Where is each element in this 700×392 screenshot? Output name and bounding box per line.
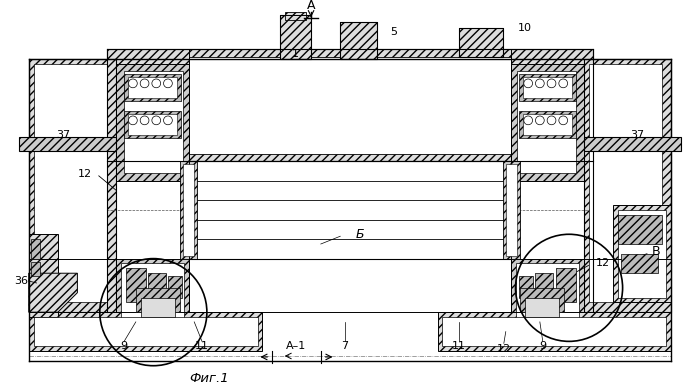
Bar bbox=[584, 137, 681, 151]
Text: 36: 36 bbox=[14, 276, 28, 286]
Text: 12: 12 bbox=[497, 344, 511, 354]
Text: A: A bbox=[307, 0, 315, 12]
Circle shape bbox=[164, 116, 172, 125]
Bar bbox=[506, 164, 517, 256]
Circle shape bbox=[152, 116, 160, 125]
Bar bbox=[510, 64, 584, 181]
Text: 5: 5 bbox=[391, 27, 398, 37]
Bar bbox=[520, 288, 564, 312]
Text: 7: 7 bbox=[342, 341, 349, 351]
Bar bbox=[124, 111, 181, 138]
Text: А–1: А–1 bbox=[286, 341, 307, 351]
Bar bbox=[19, 137, 116, 151]
Circle shape bbox=[559, 79, 568, 88]
Bar bbox=[584, 59, 671, 312]
Bar bbox=[621, 254, 658, 273]
Bar bbox=[183, 164, 194, 256]
Bar bbox=[280, 15, 311, 59]
Text: В: В bbox=[652, 245, 660, 258]
Bar bbox=[116, 259, 190, 336]
Bar bbox=[519, 111, 576, 138]
Circle shape bbox=[547, 79, 556, 88]
Bar bbox=[525, 298, 559, 317]
Bar bbox=[190, 57, 510, 154]
Bar bbox=[556, 269, 576, 303]
Bar bbox=[442, 317, 666, 346]
Circle shape bbox=[536, 79, 544, 88]
Bar bbox=[128, 76, 176, 98]
Circle shape bbox=[152, 79, 160, 88]
Circle shape bbox=[536, 116, 544, 125]
Bar bbox=[438, 312, 671, 351]
Circle shape bbox=[164, 79, 172, 88]
Circle shape bbox=[559, 116, 568, 125]
Bar bbox=[180, 161, 197, 259]
Bar bbox=[34, 64, 106, 303]
Bar bbox=[617, 210, 666, 298]
Bar bbox=[148, 273, 166, 301]
Bar bbox=[613, 205, 671, 303]
Bar bbox=[124, 71, 183, 173]
Circle shape bbox=[129, 79, 137, 88]
Text: 11: 11 bbox=[452, 341, 466, 351]
Bar bbox=[136, 288, 180, 312]
Circle shape bbox=[547, 116, 556, 125]
Bar bbox=[459, 28, 503, 57]
Text: Б: Б bbox=[356, 228, 364, 241]
Bar bbox=[141, 298, 175, 317]
Bar bbox=[510, 259, 584, 336]
Polygon shape bbox=[29, 273, 78, 312]
Bar bbox=[29, 234, 58, 317]
Bar bbox=[31, 261, 41, 276]
Bar bbox=[190, 161, 510, 259]
Text: 1: 1 bbox=[292, 49, 299, 59]
Bar bbox=[524, 114, 572, 135]
Bar bbox=[126, 269, 146, 303]
Bar bbox=[106, 49, 594, 161]
Bar bbox=[29, 59, 116, 312]
Text: 37: 37 bbox=[56, 130, 70, 140]
Bar bbox=[168, 276, 181, 298]
Bar bbox=[29, 312, 262, 351]
Bar bbox=[124, 74, 181, 101]
Bar bbox=[519, 276, 533, 298]
Bar bbox=[517, 71, 576, 173]
Bar bbox=[617, 215, 661, 244]
Circle shape bbox=[524, 116, 533, 125]
Bar bbox=[503, 161, 520, 259]
Bar bbox=[121, 263, 185, 332]
Bar bbox=[340, 22, 377, 59]
Text: 9: 9 bbox=[120, 341, 127, 351]
Bar bbox=[524, 76, 572, 98]
Text: 12: 12 bbox=[78, 169, 92, 179]
Text: 9: 9 bbox=[539, 341, 546, 351]
Bar bbox=[589, 64, 661, 303]
Bar bbox=[31, 239, 41, 259]
Bar bbox=[535, 273, 552, 301]
Text: Фиг.1: Фиг.1 bbox=[190, 372, 229, 385]
Circle shape bbox=[140, 116, 149, 125]
Bar bbox=[116, 64, 190, 181]
Bar bbox=[34, 317, 258, 346]
Text: 12: 12 bbox=[596, 258, 610, 269]
Text: 37: 37 bbox=[630, 130, 644, 140]
Circle shape bbox=[129, 116, 137, 125]
Text: 10: 10 bbox=[518, 23, 532, 33]
Bar bbox=[515, 263, 579, 332]
Bar bbox=[519, 74, 576, 101]
Text: 11: 11 bbox=[195, 341, 209, 351]
Circle shape bbox=[524, 79, 533, 88]
Circle shape bbox=[140, 79, 149, 88]
Bar bbox=[128, 114, 176, 135]
Bar bbox=[285, 12, 306, 20]
